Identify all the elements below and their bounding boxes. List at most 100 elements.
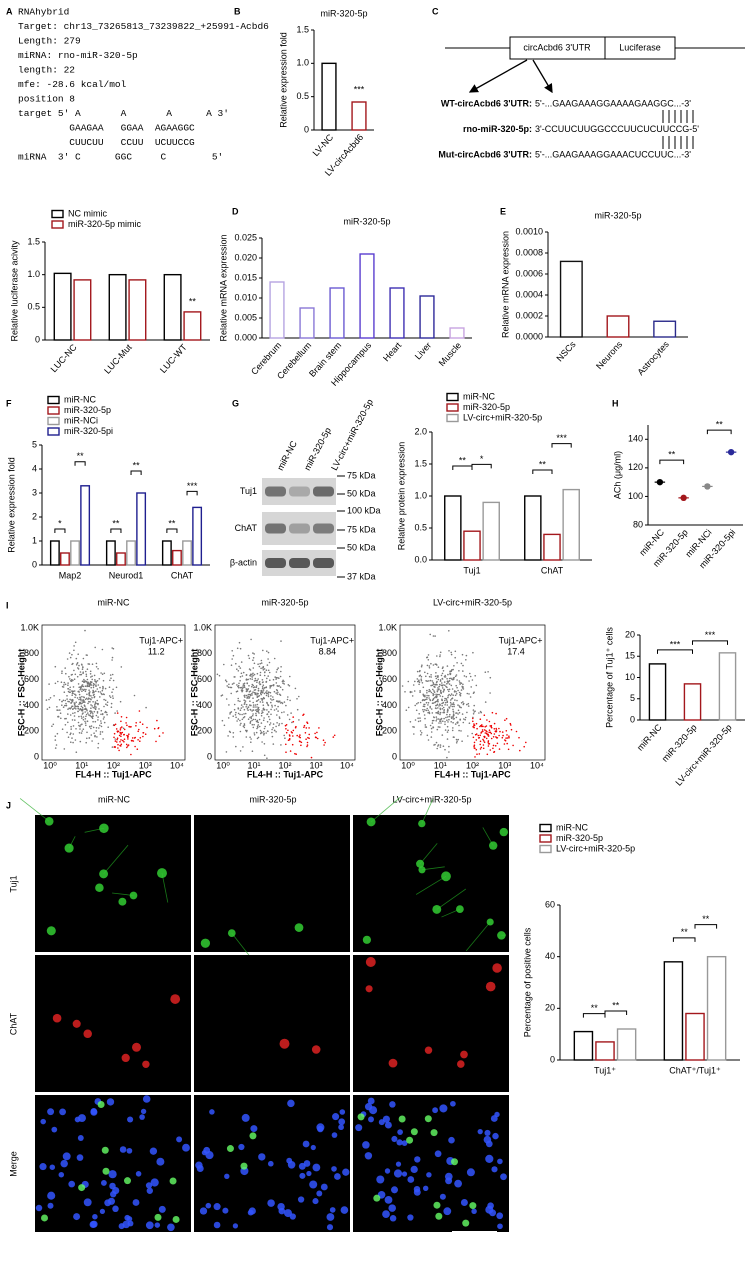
significance: ** [591, 1003, 599, 1013]
event-positive [138, 710, 141, 712]
cell-merged [240, 1162, 248, 1170]
dot [656, 478, 664, 486]
event [273, 709, 276, 711]
event [441, 699, 443, 701]
significance: ** [612, 1000, 620, 1010]
rnahybrid-line: CUUCUU CCUU UCUUCCG [18, 137, 195, 148]
event [251, 694, 253, 696]
micrograph [35, 815, 191, 952]
event [57, 680, 59, 683]
event [250, 717, 253, 720]
event-positive [506, 737, 509, 739]
cell [248, 1207, 256, 1215]
event [421, 664, 423, 666]
cell [317, 1125, 324, 1133]
event [235, 716, 237, 719]
event-positive [481, 724, 483, 726]
event [260, 667, 262, 670]
cell [35, 1204, 43, 1212]
event [267, 695, 270, 698]
event [70, 732, 72, 734]
flow-x-tick: 10¹ [75, 760, 88, 770]
y-tick-label: 80 [633, 519, 643, 529]
cell [131, 1042, 142, 1052]
event-positive [473, 724, 476, 726]
bar [543, 533, 561, 561]
event-positive [285, 728, 287, 730]
event-positive [476, 753, 478, 755]
event [429, 698, 431, 701]
event [77, 707, 80, 710]
cell [149, 1147, 158, 1155]
event [82, 718, 85, 721]
bracket [659, 459, 685, 465]
event [455, 693, 458, 695]
event [99, 691, 102, 693]
cell [396, 1139, 403, 1146]
event [428, 680, 430, 682]
event [252, 718, 255, 721]
event [221, 719, 224, 722]
event [426, 680, 429, 682]
event [466, 711, 468, 714]
event [74, 739, 77, 741]
event [237, 686, 240, 689]
event [437, 666, 440, 668]
x-tick-label: Astrocytes [635, 339, 671, 377]
bracket [604, 1010, 628, 1015]
event [71, 737, 73, 739]
event [294, 687, 297, 690]
cell [492, 963, 502, 973]
cell [496, 1212, 504, 1220]
cell [170, 994, 181, 1004]
event [450, 670, 453, 673]
event [472, 713, 475, 715]
event [246, 696, 249, 699]
event [96, 712, 99, 714]
event [463, 718, 465, 720]
cell [388, 1204, 396, 1212]
event-positive [120, 743, 123, 746]
cell [418, 866, 426, 874]
event [289, 699, 291, 702]
event [241, 713, 243, 716]
event [112, 688, 114, 691]
event [261, 710, 263, 712]
event [432, 692, 434, 695]
event [247, 688, 250, 690]
event [454, 650, 457, 653]
event [260, 712, 263, 715]
arrow [532, 59, 553, 94]
event [462, 721, 465, 724]
event-positive [487, 735, 490, 737]
event [416, 670, 419, 673]
bar [524, 495, 542, 561]
event [484, 701, 487, 703]
gate-label: Tuj1-APC+ [139, 636, 183, 646]
event [86, 720, 89, 722]
event [97, 719, 99, 721]
event [223, 663, 225, 666]
blot-band [313, 523, 334, 534]
panel-label: B [234, 6, 241, 16]
legend-label: miR-NC [463, 391, 495, 401]
event [271, 728, 273, 731]
event [89, 698, 91, 700]
event [465, 654, 468, 657]
event [95, 682, 97, 684]
event [445, 699, 448, 701]
event-positive [481, 729, 484, 731]
event [251, 714, 254, 717]
event [232, 715, 234, 717]
event [269, 679, 271, 681]
event [101, 648, 104, 651]
event [90, 695, 92, 697]
cell [284, 1209, 292, 1218]
event [252, 713, 254, 715]
event [89, 701, 91, 703]
event [145, 706, 147, 709]
event [450, 693, 453, 695]
event [474, 710, 476, 712]
micrograph [353, 815, 509, 952]
event-positive [499, 730, 501, 733]
